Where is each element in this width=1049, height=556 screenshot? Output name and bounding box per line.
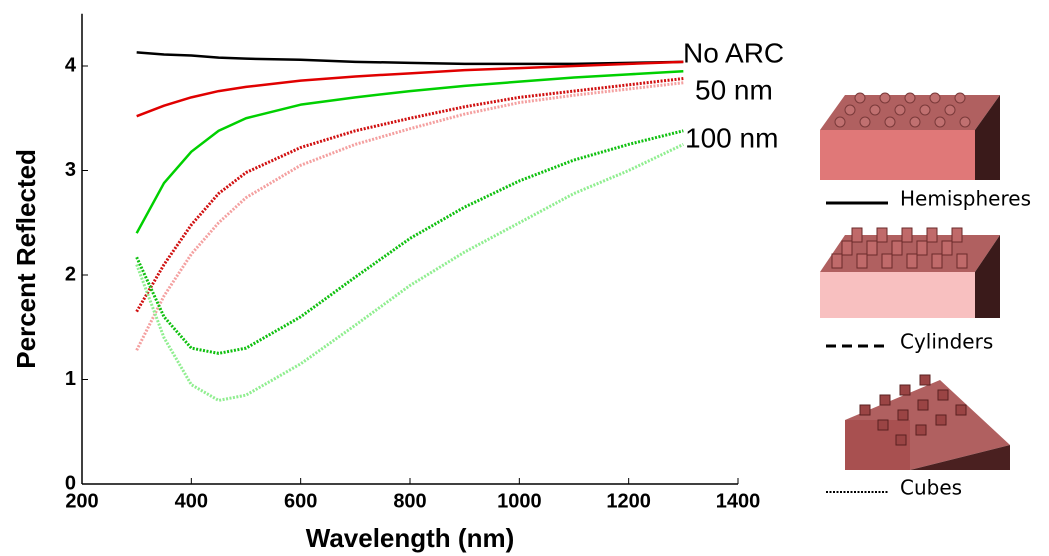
- x-tick-label: 800: [393, 490, 426, 512]
- data-line: [135, 143, 684, 402]
- legend-label: Hemispheres: [900, 187, 1031, 211]
- data-line: [135, 81, 684, 351]
- legend-label: Cylinders: [900, 330, 993, 354]
- x-tick-label: 1000: [497, 490, 542, 512]
- cylinders-illustration: [820, 227, 1000, 318]
- x-tick-label: 600: [284, 490, 317, 512]
- y-tick-label: 4: [65, 54, 77, 76]
- y-axis-label: Percent Reflected: [11, 149, 41, 369]
- y-tick-label: 3: [65, 159, 76, 181]
- x-axis-label: Wavelength (nm): [306, 523, 514, 553]
- data-line: [135, 129, 684, 355]
- x-tick-label: 1200: [606, 490, 651, 512]
- data-line: [135, 69, 684, 234]
- data-line: [136, 51, 684, 66]
- x-tick-label: 200: [65, 490, 98, 512]
- annotation: 50 nm: [695, 74, 773, 105]
- hemispheres-illustration: [820, 92, 1000, 180]
- data-line: [136, 60, 684, 118]
- x-tick-label: 1400: [716, 490, 761, 512]
- annotation: 100 nm: [685, 122, 778, 153]
- data-line: [135, 77, 684, 313]
- x-tick-label: 400: [175, 490, 208, 512]
- y-tick-label: 1: [65, 368, 76, 390]
- annotation: No ARC: [683, 37, 784, 68]
- y-tick-label: 2: [65, 263, 76, 285]
- y-tick-label: 0: [65, 472, 76, 494]
- cubes-illustration: [845, 374, 1010, 470]
- legend-label: Cubes: [900, 476, 962, 500]
